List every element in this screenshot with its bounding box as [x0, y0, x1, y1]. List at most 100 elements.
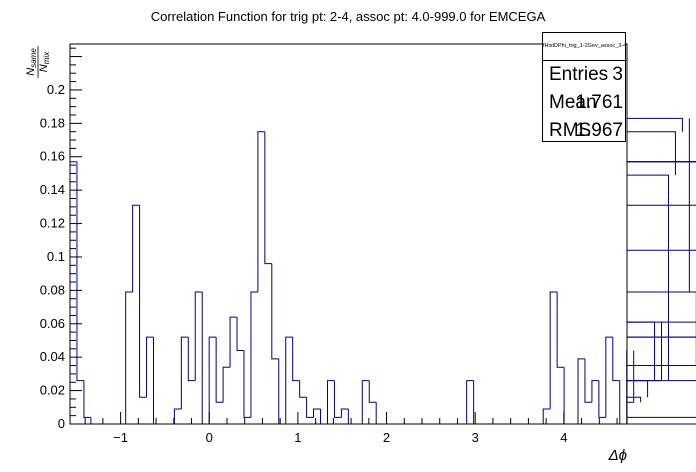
histogram-bin [132, 204, 140, 293]
histogram-bin [201, 292, 210, 425]
histogram-bin [83, 380, 91, 418]
histogram-bin [591, 380, 599, 403]
y-tick-label: 0.14 [40, 182, 65, 197]
histogram-bin [125, 291, 133, 424]
y-tick-label: 0.1 [47, 249, 65, 264]
y-tick-label: 0.18 [40, 115, 65, 130]
histogram-bin [361, 380, 370, 424]
y-tick-label: 0.08 [40, 282, 65, 297]
x-tick-label: −1 [113, 430, 128, 445]
histogram-bin [187, 337, 196, 382]
stats-mean-value: 1.761 [575, 92, 623, 113]
histogram-bin [627, 380, 649, 398]
histogram-bin [627, 321, 656, 381]
y-axis-label-numerator: Nsame [25, 48, 38, 76]
plot-frame [69, 43, 628, 425]
histogram-bin [306, 397, 314, 418]
stats-entries-value: 3 [612, 64, 623, 85]
histogram-bin [627, 350, 635, 403]
y-axis-label-denominator: Nmix [38, 51, 51, 72]
histogram-bin [627, 249, 696, 251]
stats-rms-key: RMS [549, 120, 592, 141]
y-tick-label: 0.16 [40, 149, 65, 164]
histogram-bin [271, 263, 279, 360]
histogram-bin [278, 358, 286, 425]
histogram-bin [627, 161, 696, 163]
histogram-bin [549, 291, 558, 409]
histogram-bin [556, 292, 565, 368]
histogram-bin [340, 408, 349, 418]
histogram-bin [627, 204, 696, 206]
histogram-bin [627, 322, 663, 382]
histogram-bin [627, 336, 696, 338]
histogram-bin [208, 336, 217, 424]
stats-entries-key: Entries [549, 64, 609, 85]
histogram-bin [139, 205, 147, 398]
histogram-bin [313, 408, 321, 418]
histogram-bin [563, 367, 572, 425]
histogram-bin [257, 131, 265, 293]
x-axis-label: Δϕ [608, 447, 627, 464]
histogram-bin [320, 408, 328, 425]
stats-row-rms: RMS 1.967 [549, 117, 623, 145]
histogram-bin [584, 358, 592, 403]
histogram-bin [542, 408, 551, 424]
histogram-bin [264, 131, 272, 265]
histogram-bin [627, 396, 642, 403]
y-tick-label: 0 [58, 416, 65, 431]
histogram-bin [619, 380, 627, 425]
histogram-bin [473, 380, 481, 425]
y-axis-label: Nsame Nmix [25, 46, 51, 78]
histogram-bin [627, 174, 669, 381]
stats-row-entries: Entries 3 [549, 61, 623, 89]
chart-title: Correlation Function for trig pt: 2-4, a… [151, 9, 546, 24]
histogram-bin [69, 161, 77, 424]
histogram-bin [627, 423, 696, 425]
histogram-bin [627, 291, 696, 293]
histogram-bin [215, 337, 224, 403]
histogram-bin [466, 380, 474, 424]
histogram-bin [285, 336, 293, 424]
stats-rms-value: 1.967 [575, 120, 623, 141]
y-tick-label: 0.02 [40, 383, 65, 398]
histogram-bin [368, 380, 377, 403]
histogram-bin [292, 337, 300, 382]
histogram-bin [326, 380, 335, 424]
y-tick-label: 0.2 [47, 82, 65, 97]
histogram-bin [605, 336, 613, 418]
histogram-bin [333, 380, 342, 418]
histogram-bin [243, 350, 251, 418]
x-tick-label: 2 [383, 430, 390, 445]
histogram-bin [229, 316, 238, 368]
histogram-bin [577, 358, 585, 424]
histogram-bin [194, 291, 203, 381]
histogram-bin [627, 380, 696, 382]
x-tick-label: 0 [206, 430, 213, 445]
histogram-bin [375, 402, 384, 425]
histogram-bin [627, 117, 683, 132]
x-tick-label: 1 [294, 430, 301, 445]
y-tick-label: 0.04 [40, 349, 65, 364]
histogram-bin [90, 417, 98, 425]
histogram-bin [236, 317, 244, 352]
histogram-bin [222, 366, 231, 403]
histogram-bin [627, 131, 676, 176]
histogram-bin [347, 408, 356, 425]
stats-row-mean: Mean 1.761 [549, 89, 623, 117]
histogram-bin [299, 380, 307, 398]
histogram-bin [598, 380, 606, 418]
histogram-bin [146, 336, 154, 398]
x-tick-label: 3 [472, 430, 479, 445]
stats-histogram-name: fHistDPhi_trig_1-2Gev_assoc_3-4Gev_EMCEG… [543, 33, 627, 61]
histogram-bin [627, 423, 696, 425]
stats-mean-key: Mean [549, 92, 597, 113]
histogram-bin [76, 161, 84, 382]
histogram-bin [627, 365, 696, 367]
histogram-bin [627, 416, 696, 418]
x-tick-label: 4 [560, 430, 567, 445]
histogram-bin [250, 291, 258, 418]
y-tick-label: 0.06 [40, 316, 65, 331]
y-tick-label: 0.12 [40, 216, 65, 231]
histogram-bin [173, 408, 182, 424]
